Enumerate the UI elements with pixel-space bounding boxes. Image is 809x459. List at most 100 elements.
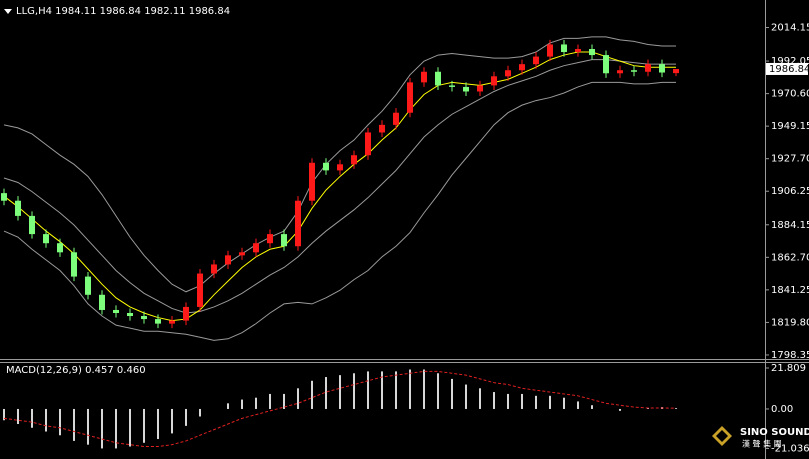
candle-body xyxy=(407,82,413,113)
candle-body xyxy=(99,294,105,310)
macd-bar xyxy=(199,408,201,417)
bollinger-upper xyxy=(3,36,676,293)
y-tick-label: 1927.70 xyxy=(771,154,809,165)
macd-bar xyxy=(185,408,187,426)
macd-bar xyxy=(549,395,551,409)
candle-body xyxy=(239,252,245,256)
y-tick-label: 1906.25 xyxy=(771,186,809,197)
y-tick-label: -21.036 xyxy=(771,443,809,454)
logo-subtitle: 漢 聲 集 團 xyxy=(742,439,782,449)
macd-bar xyxy=(45,408,47,432)
logo-icon xyxy=(716,430,728,442)
candle-body xyxy=(253,243,259,253)
macd-bar xyxy=(577,401,579,409)
menu-triangle xyxy=(4,9,12,14)
macd-bar xyxy=(269,393,271,409)
macd-bar xyxy=(241,399,243,409)
candle-body xyxy=(673,68,679,74)
macd-bar xyxy=(115,408,117,449)
candle-body xyxy=(561,44,567,53)
candle-body xyxy=(491,76,497,86)
macd-bar xyxy=(311,380,313,409)
candle-body xyxy=(197,273,203,307)
y-tick-label: 21.809 xyxy=(771,363,806,374)
candle-body xyxy=(309,162,315,201)
macd-bar xyxy=(479,388,481,409)
candle-body xyxy=(505,70,511,77)
macd-bar xyxy=(409,369,411,409)
bollinger-middle xyxy=(3,59,676,314)
macd-signal xyxy=(3,370,677,448)
macd-bar xyxy=(3,408,5,421)
last-price-box xyxy=(766,62,808,75)
macd-bar xyxy=(395,371,397,409)
macd-bar xyxy=(129,408,131,447)
candle-body xyxy=(169,320,175,324)
candle-body xyxy=(281,234,287,247)
macd-bar xyxy=(101,408,103,449)
macd-bar xyxy=(283,393,285,409)
macd-bar xyxy=(521,393,523,409)
y-tick-label: 2014.15 xyxy=(771,23,809,34)
logo-title: SINO SOUND xyxy=(740,427,809,438)
candle-body xyxy=(127,313,133,317)
macd-bar xyxy=(255,397,257,409)
y-tick-label: 1862.70 xyxy=(771,252,809,263)
candle-body xyxy=(351,155,357,165)
candle-body xyxy=(645,64,651,72)
macd-bar xyxy=(591,405,593,409)
candle-body xyxy=(617,70,623,74)
candle-body xyxy=(449,85,455,87)
candle-body xyxy=(477,85,483,92)
macd-title: MACD(12,26,9) 0.457 0.460 xyxy=(6,365,146,376)
candle-body xyxy=(57,243,63,253)
macd-bar xyxy=(73,408,75,441)
candle-body xyxy=(71,252,77,277)
macd-bar xyxy=(465,384,467,409)
y-tick-label: 1819.80 xyxy=(771,317,809,328)
y-tick-label: 1970.60 xyxy=(771,89,809,100)
candle-body xyxy=(141,316,147,320)
macd-bar xyxy=(451,378,453,409)
candle-body xyxy=(267,234,273,244)
macd-bar xyxy=(381,371,383,409)
macd-bar xyxy=(157,408,159,440)
candle-body xyxy=(575,49,581,53)
candle-body xyxy=(659,64,665,73)
candle-body xyxy=(547,44,553,57)
last-price-label: 1986.84 xyxy=(769,64,809,75)
candle-body xyxy=(1,193,7,201)
macd-bar xyxy=(87,408,89,445)
y-tick-label: 1884.15 xyxy=(771,220,809,231)
candle-body xyxy=(463,86,469,92)
candle-body xyxy=(337,164,343,171)
macd-bar xyxy=(325,377,327,409)
macd-bar xyxy=(437,373,439,409)
macd-bar xyxy=(143,408,145,443)
macd-bar xyxy=(367,371,369,409)
candle-body xyxy=(365,132,371,156)
macd-bar xyxy=(17,408,19,424)
y-tick-label: 1841.25 xyxy=(771,285,809,296)
candle-body xyxy=(43,234,49,244)
macd-bar xyxy=(675,408,677,409)
plot: 2014.15 1992.05 1970.60 1949.15 1927.70 1906.… xyxy=(1,23,809,454)
macd-bar xyxy=(227,403,229,409)
macd-bar xyxy=(171,408,173,434)
candle-body xyxy=(533,56,539,65)
macd-bar xyxy=(619,408,621,411)
macd-bar xyxy=(563,397,565,409)
candle-body xyxy=(631,70,637,72)
candle-body xyxy=(589,49,595,56)
macd-bar xyxy=(353,373,355,409)
y-tick-label: 0.00 xyxy=(771,404,793,415)
y-tick-label: 1798.35 xyxy=(771,350,809,361)
candle-body xyxy=(113,309,119,313)
candle-body xyxy=(85,276,91,295)
candle-body xyxy=(225,255,231,265)
candle-body xyxy=(393,112,399,125)
candle-body xyxy=(29,215,35,235)
macd-bar xyxy=(507,393,509,409)
